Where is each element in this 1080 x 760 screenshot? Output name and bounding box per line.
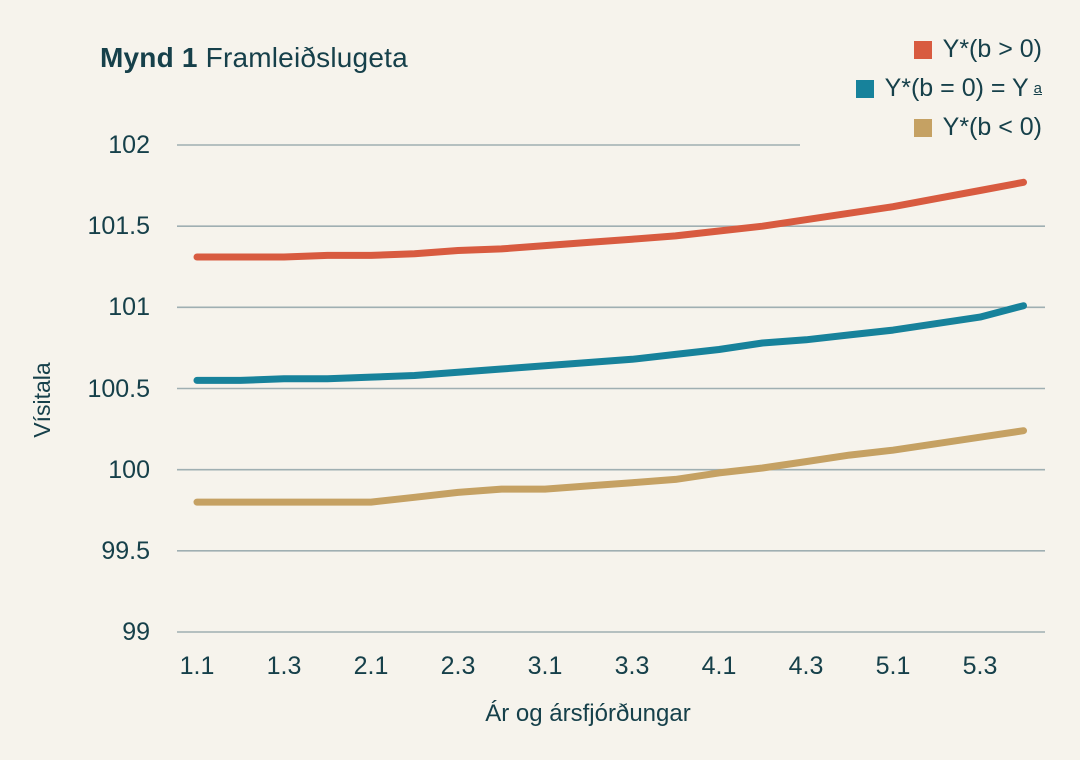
x-tick-label: 5.3 <box>962 652 998 680</box>
x-tick-label: 2.3 <box>440 652 476 680</box>
x-tick-label: 5.1 <box>875 652 911 680</box>
y-tick-label: 102 <box>108 131 150 159</box>
legend-label: Y*(b = 0) = Y <box>884 74 1029 102</box>
legend: Y*(b > 0) Y*(b = 0) = Y a Y*(b < 0) <box>855 30 1042 147</box>
chart-title: Mynd 1 Framleiðslugeta <box>100 42 408 74</box>
series-line-2 <box>193 427 1027 506</box>
y-tick-label: 99 <box>122 618 150 646</box>
legend-label: Y*(b < 0) <box>942 113 1042 141</box>
series-line-0 <box>193 178 1027 261</box>
chart-title-text: Framleiðslugeta <box>205 42 408 73</box>
chart-title-number: Mynd 1 <box>100 42 198 73</box>
y-tick-label: 100 <box>108 455 150 484</box>
y-tick-label: 101 <box>108 293 150 322</box>
x-tick-label: 4.3 <box>788 652 824 680</box>
y-tick-label: 99.5 <box>101 536 150 565</box>
x-tick-label: 2.1 <box>353 652 389 680</box>
legend-label: Y*(b > 0) <box>942 35 1042 63</box>
x-axis-title: Ár og ársfjórðungar <box>485 700 691 727</box>
legend-item-positive-b: Y*(b > 0) <box>913 30 1042 69</box>
x-tick-label: 1.3 <box>266 652 302 680</box>
x-tick-label: 1.1 <box>179 652 215 680</box>
legend-swatch-tan <box>913 118 932 137</box>
x-tick-label: 3.3 <box>614 652 650 680</box>
legend-item-zero-b: Y*(b = 0) = Y a <box>855 69 1042 108</box>
series-line-1 <box>193 302 1027 384</box>
x-tick-label: 4.1 <box>701 652 737 680</box>
y-tick-label: 101.5 <box>87 212 150 241</box>
x-tick-label: 3.1 <box>527 652 563 680</box>
legend-swatch-teal <box>855 79 874 98</box>
legend-superscript: a <box>1033 80 1042 97</box>
legend-swatch-red <box>913 40 932 59</box>
legend-item-negative-b: Y*(b < 0) <box>913 108 1042 147</box>
y-tick-label: 100.5 <box>87 374 150 403</box>
